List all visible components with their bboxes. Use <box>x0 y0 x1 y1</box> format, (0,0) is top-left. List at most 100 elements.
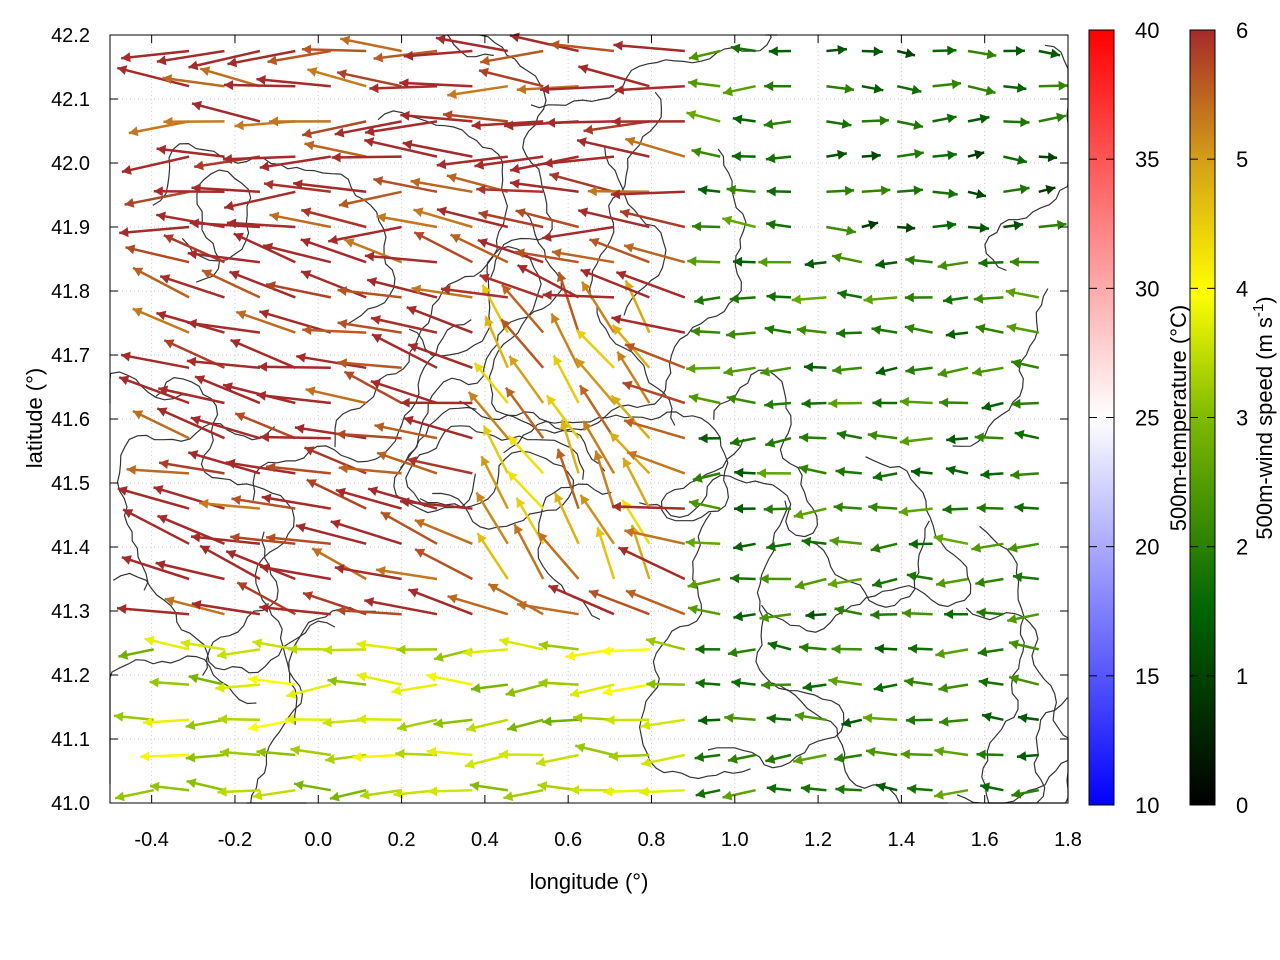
wind-arrow <box>905 365 933 376</box>
wind-arrow <box>610 394 651 440</box>
wind-arrow <box>559 419 580 474</box>
wind-arrow <box>435 34 509 53</box>
wind-arrow <box>414 518 473 545</box>
wind-arrow <box>413 231 473 264</box>
wind-arrow <box>578 384 616 439</box>
wind-arrow <box>515 208 579 229</box>
wind-arrow <box>403 415 473 440</box>
wind-arrow <box>871 325 898 335</box>
wind-arrow <box>760 366 792 377</box>
wind-arrow <box>265 533 331 546</box>
wind-arrow <box>356 639 402 651</box>
wind-arrow <box>828 676 862 687</box>
wind-arrow <box>248 674 296 686</box>
wind-arrow <box>132 307 190 334</box>
wind-arrow <box>158 459 225 475</box>
wind-arrow <box>646 679 685 690</box>
wind-arrow <box>227 49 296 68</box>
wind-arrow <box>366 277 438 299</box>
colorbar-tick-label: 10 <box>1135 793 1159 818</box>
wind-arrow <box>538 640 579 651</box>
wind-arrow <box>118 375 190 405</box>
wind-arrow <box>901 608 933 619</box>
wind-arrow <box>694 295 721 306</box>
wind-arrow <box>904 677 933 687</box>
wind-arrow <box>114 788 154 802</box>
wind-arrow <box>370 315 438 334</box>
wind-arrow <box>698 433 721 444</box>
wind-arrow <box>301 120 367 139</box>
wind-arrow <box>550 312 580 369</box>
wind-arrow <box>231 495 296 510</box>
contour-line <box>112 572 336 674</box>
wind-arrow <box>132 266 190 299</box>
wind-arrow <box>826 149 847 160</box>
wind-arrow <box>826 119 852 129</box>
wind-arrow <box>545 117 615 128</box>
wind-arrow <box>473 362 509 404</box>
wind-arrow <box>187 249 261 264</box>
wind-arrow <box>234 412 296 440</box>
wind-arrow <box>487 582 544 616</box>
wind-arrow <box>219 747 260 758</box>
wind-arrow <box>722 788 756 801</box>
wind-arrow <box>292 179 367 194</box>
wind-arrow <box>938 683 969 693</box>
contour-line <box>808 520 930 608</box>
wind-arrow <box>605 715 650 726</box>
wind-arrow <box>464 753 509 769</box>
wind-arrow <box>371 333 438 369</box>
wind-arrow <box>447 84 508 99</box>
wind-arrow <box>256 75 331 88</box>
wind-arrow <box>897 185 924 196</box>
wind-arrow <box>556 448 580 510</box>
wind-arrow <box>932 150 957 161</box>
wind-arrow <box>327 225 402 245</box>
colorbar-tick-label: 1 <box>1236 664 1248 689</box>
wind-arrow <box>875 259 898 269</box>
wind-arrow <box>513 523 545 580</box>
wind-arrow <box>979 782 1004 793</box>
y-tick-label: 41.5 <box>51 473 90 495</box>
wind-arrow <box>504 386 545 439</box>
x-tick-label: 1.0 <box>721 829 749 851</box>
wind-arrow <box>164 596 225 616</box>
wind-arrow <box>413 207 473 229</box>
wind-arrow <box>766 541 792 552</box>
wind-arrow <box>945 329 969 340</box>
wind-arrow <box>337 358 402 370</box>
wind-arrow <box>967 49 997 60</box>
wind-arrow <box>116 604 190 616</box>
wind-arrow <box>766 783 792 794</box>
wind-arrow <box>311 547 367 581</box>
wind-arrow <box>695 644 721 655</box>
wind-arrow <box>217 786 260 797</box>
wind-arrow <box>731 151 756 162</box>
wind-arrow <box>188 673 225 686</box>
wind-arrow <box>374 422 438 440</box>
wind-arrow <box>801 398 827 409</box>
wind-arrow <box>217 714 260 725</box>
wind-arrow <box>225 458 296 475</box>
wind-arrow <box>798 642 827 653</box>
wind-arrow <box>507 434 545 475</box>
wind-arrow <box>733 503 756 514</box>
wind-arrow <box>269 211 332 229</box>
wind-arrow <box>516 600 579 616</box>
y-tick-label: 41.9 <box>51 217 90 239</box>
wind-arrow <box>556 271 580 333</box>
wind-arrow <box>767 640 792 651</box>
wind-arrow <box>900 749 933 760</box>
wind-arrow <box>257 361 331 372</box>
wind-arrow <box>937 260 969 271</box>
wind-arrow <box>538 678 579 688</box>
wind-arrow <box>500 318 545 369</box>
wind-arrow <box>286 683 332 699</box>
colorbar-tick-label: 5 <box>1236 147 1248 172</box>
wind-arrow <box>829 536 862 547</box>
wind-arrow <box>330 519 402 545</box>
wind-arrow <box>932 113 957 124</box>
wind-arrow <box>370 379 438 405</box>
wind-arrow <box>187 318 261 334</box>
wind-arrow <box>690 326 721 337</box>
